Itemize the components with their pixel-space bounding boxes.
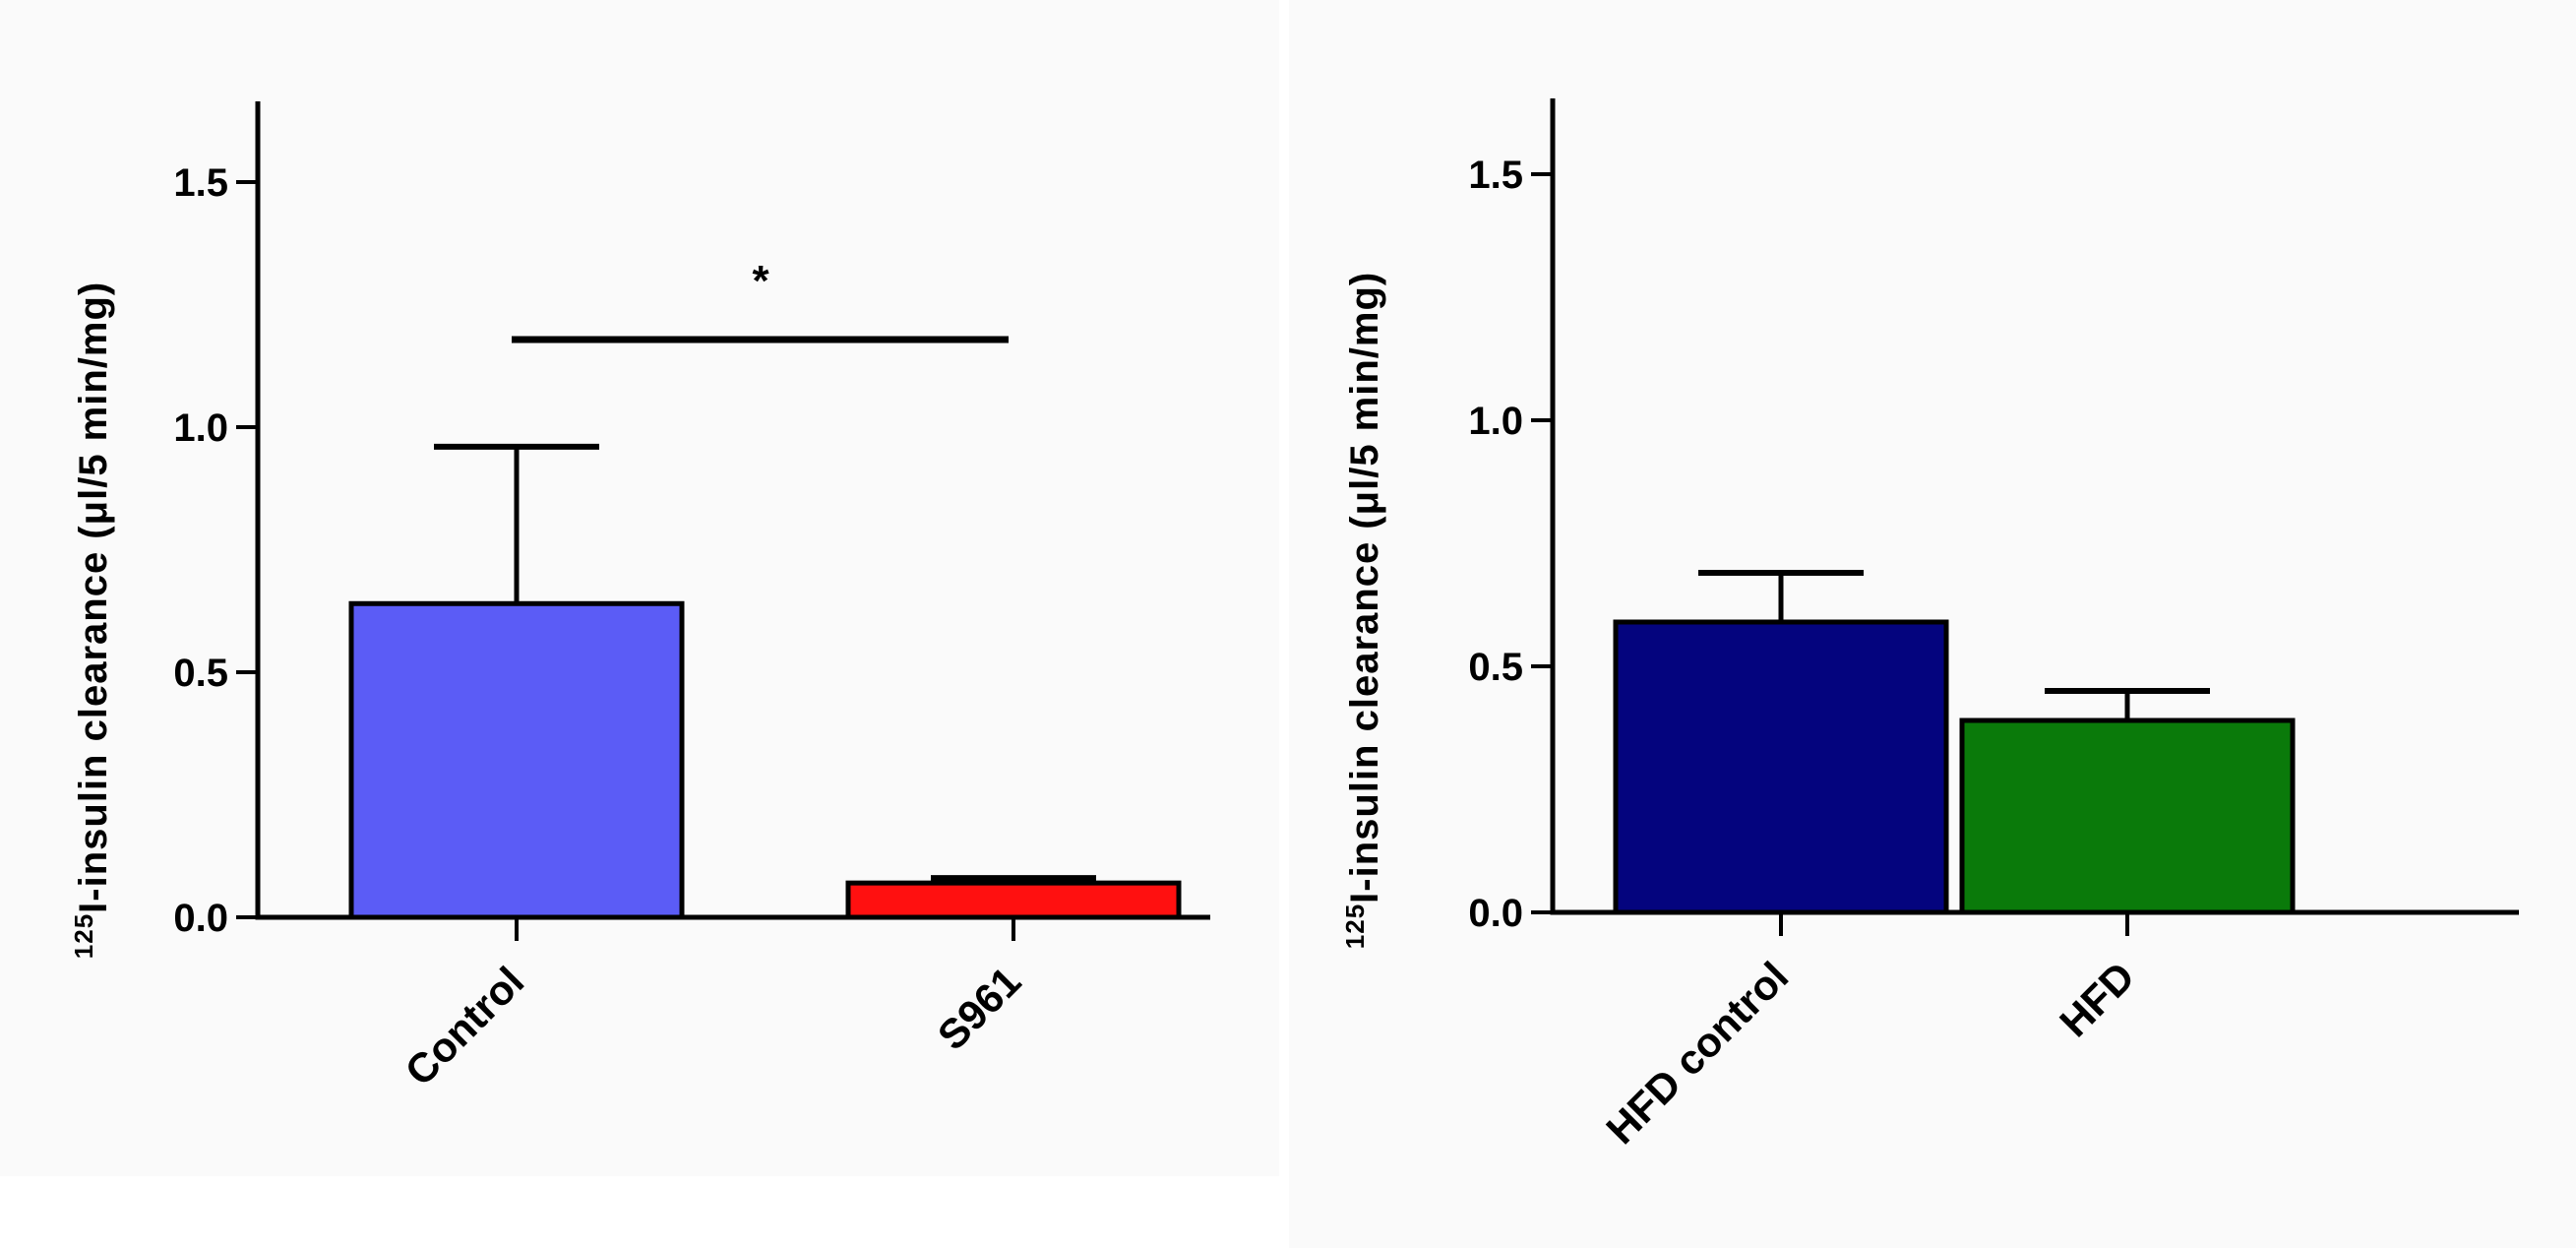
y-tick-label: 1.0 <box>173 406 228 450</box>
bar-hfd <box>1959 718 2296 915</box>
chart-panel-left: 125I-insulin clearance (μl/5 min/mg) 0.0… <box>0 0 1279 1176</box>
x-category-label: HFD control <box>1597 953 1797 1153</box>
y-axis-title: 125I-insulin clearance (μl/5 min/mg) <box>1340 272 1386 949</box>
y-axis-title-main: I-insulin clearance (μl/5 min/mg) <box>1343 272 1386 904</box>
y-tick-label: 0.0 <box>1468 892 1523 935</box>
chart-left-svg: 125I-insulin clearance (μl/5 min/mg) 0.0… <box>69 101 1210 1094</box>
y-tick-label: 1.0 <box>1468 400 1523 443</box>
bar-hfd-control <box>1613 619 1949 915</box>
y-axis-title-main: I-insulin clearance (μl/5 min/mg) <box>72 281 115 913</box>
significance-asterisk: * <box>752 257 769 305</box>
y-axis-title: 125I-insulin clearance (μl/5 min/mg) <box>69 281 115 959</box>
x-category-label: HFD <box>2051 953 2143 1045</box>
y-tick-label: 0.5 <box>173 652 228 695</box>
y-tick-label: 1.5 <box>1468 154 1523 197</box>
y-tick-label: 0.0 <box>173 897 228 940</box>
y-axis-title-superscript: 125 <box>69 913 98 959</box>
bar-control <box>348 600 685 920</box>
x-category-label: S961 <box>929 958 1030 1059</box>
chart-right-svg: 125I-insulin clearance (μl/5 min/mg) 0.0… <box>1340 98 2519 1153</box>
y-tick-label: 0.5 <box>1468 646 1523 689</box>
bar-s961 <box>845 880 1182 920</box>
x-category-label: Control <box>397 958 533 1094</box>
y-axis-title-superscript: 125 <box>1340 904 1370 949</box>
y-tick-label: 1.5 <box>173 161 228 205</box>
chart-panel-right: 125I-insulin clearance (μl/5 min/mg) 0.0… <box>1289 0 2576 1248</box>
